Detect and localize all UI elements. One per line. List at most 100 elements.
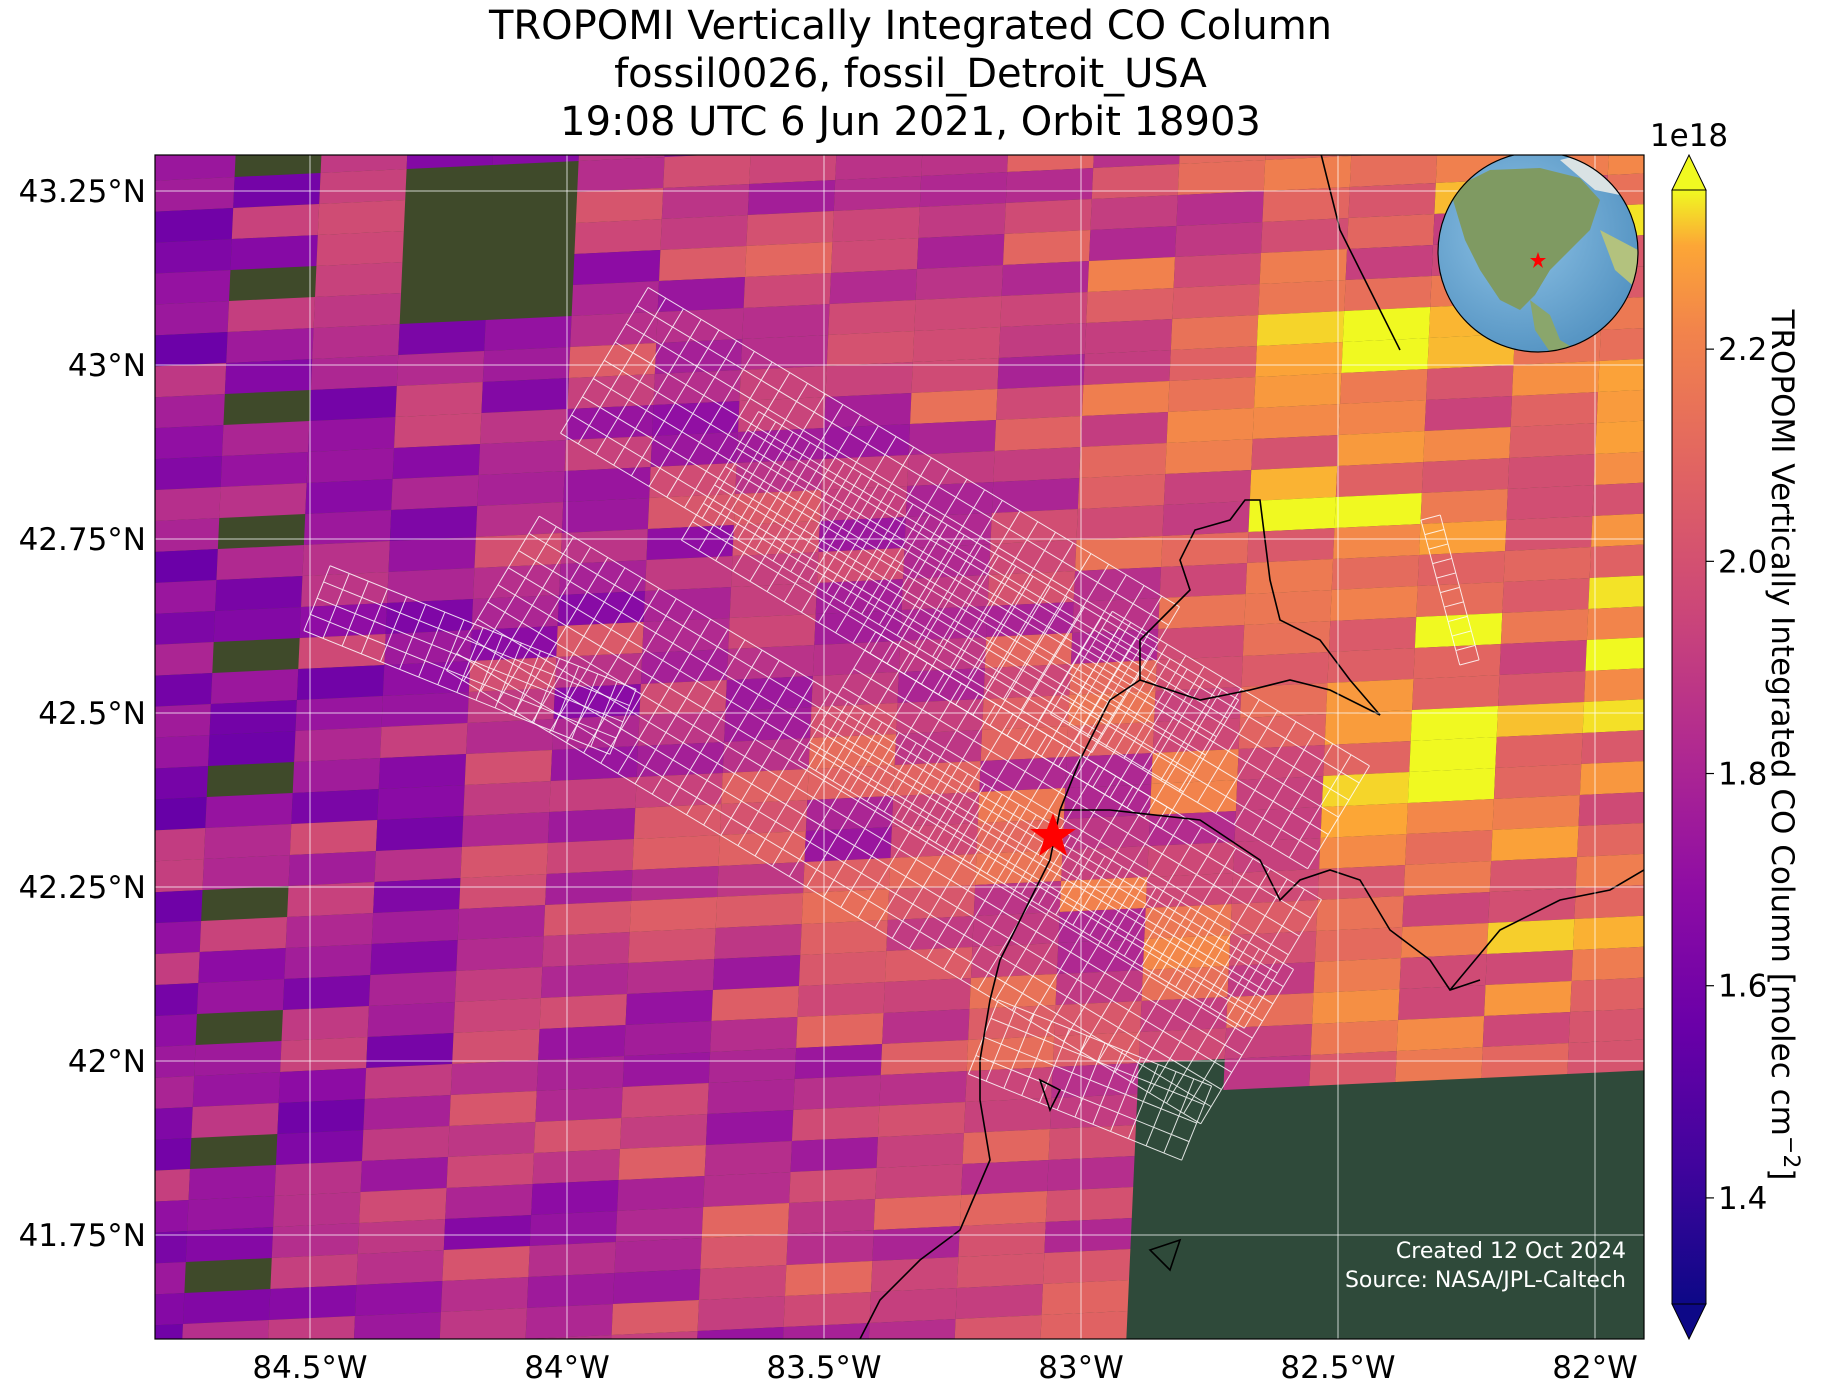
co-pixel bbox=[728, 614, 816, 649]
co-pixel bbox=[284, 944, 372, 979]
co-pixel bbox=[886, 916, 974, 951]
co-pixel bbox=[1414, 613, 1503, 648]
co-pixel bbox=[1567, 1039, 1644, 1074]
colorbar-tick-label: 1.4 bbox=[1718, 1181, 1767, 1217]
co-pixel bbox=[155, 983, 199, 1016]
co-pixel bbox=[1249, 466, 1338, 501]
co-pixel bbox=[320, 155, 408, 173]
co-pixel bbox=[560, 529, 648, 564]
co-pixel bbox=[378, 754, 467, 789]
co-pixel bbox=[1328, 617, 1417, 652]
co-pixel bbox=[363, 1095, 451, 1130]
co-pixel bbox=[1589, 544, 1644, 578]
co-pixel bbox=[1575, 853, 1644, 888]
co-pixel bbox=[1348, 183, 1436, 218]
co-pixel bbox=[1424, 396, 1513, 431]
co-pixel bbox=[450, 1060, 539, 1095]
co-pixel bbox=[912, 327, 1001, 362]
co-pixel bbox=[621, 1083, 709, 1118]
co-pixel bbox=[704, 1141, 792, 1176]
co-pixel bbox=[406, 155, 494, 169]
co-pixel bbox=[1005, 168, 1094, 203]
co-pixel bbox=[1407, 768, 1496, 803]
co-pixel bbox=[742, 304, 830, 339]
co-pixel bbox=[381, 692, 469, 727]
co-pixel bbox=[301, 572, 389, 607]
co-pixel bbox=[783, 1292, 871, 1327]
co-pixel bbox=[873, 1195, 962, 1230]
co-pixel bbox=[626, 959, 715, 994]
co-pixel bbox=[786, 1230, 874, 1265]
co-pixel bbox=[364, 1064, 453, 1099]
co-pixel bbox=[155, 239, 232, 274]
co-pixel bbox=[1313, 958, 1401, 993]
co-pixel bbox=[1047, 1156, 1135, 1191]
co-pixel bbox=[1224, 1024, 1313, 1059]
co-pixel bbox=[1138, 1028, 1227, 1063]
co-pixel bbox=[385, 599, 474, 634]
co-pixel bbox=[443, 1215, 532, 1250]
co-pixel bbox=[392, 444, 481, 479]
co-pixel bbox=[1082, 381, 1170, 416]
lat-tick-label: 42.75°N bbox=[19, 522, 146, 558]
co-pixel bbox=[1247, 528, 1335, 563]
co-pixel bbox=[783, 1323, 870, 1339]
co-pixel bbox=[876, 1133, 964, 1168]
co-pixel bbox=[611, 1331, 698, 1339]
co-pixel bbox=[1040, 1311, 1128, 1339]
co-pixel bbox=[571, 281, 660, 316]
co-pixel bbox=[991, 478, 1080, 513]
co-pixel bbox=[1086, 288, 1174, 323]
co-pixel bbox=[1009, 106, 1096, 141]
co-pixel bbox=[1258, 280, 1346, 315]
co-pixel bbox=[377, 785, 465, 820]
co-pixel bbox=[1226, 993, 1314, 1028]
co-pixel bbox=[887, 885, 976, 920]
co-pixel bbox=[310, 355, 399, 390]
co-pixel bbox=[398, 320, 486, 355]
co-pixel bbox=[299, 603, 388, 638]
co-pixel bbox=[1080, 412, 1169, 447]
co-pixel bbox=[1523, 113, 1610, 148]
co-pixel bbox=[357, 1219, 446, 1254]
co-pixel bbox=[1140, 997, 1228, 1032]
co-pixel bbox=[270, 1254, 358, 1289]
co-pixel bbox=[366, 1033, 454, 1068]
co-pixel bbox=[529, 1211, 618, 1246]
co-pixel bbox=[994, 416, 1083, 451]
co-pixel bbox=[1437, 117, 1524, 152]
co-pixel bbox=[182, 1289, 271, 1324]
co-pixel bbox=[1314, 927, 1403, 962]
co-pixel bbox=[632, 835, 720, 870]
co-pixel bbox=[567, 374, 655, 409]
co-pixel bbox=[1495, 733, 1583, 768]
co-pixel bbox=[654, 339, 743, 374]
co-pixel bbox=[463, 781, 551, 816]
co-pixel bbox=[550, 746, 639, 781]
co-pixel bbox=[1347, 214, 1435, 249]
co-pixel bbox=[1248, 497, 1336, 532]
co-pixel bbox=[729, 583, 818, 618]
co-pixel bbox=[437, 1370, 524, 1384]
co-pixel bbox=[1492, 795, 1580, 830]
co-pixel bbox=[574, 219, 662, 254]
co-pixel bbox=[1316, 896, 1404, 931]
co-pixel bbox=[697, 1296, 785, 1331]
co-pixel bbox=[1255, 342, 1343, 377]
co-pixel bbox=[1320, 803, 1408, 838]
lat-tick-label: 41.75°N bbox=[19, 1218, 146, 1254]
co-pixel bbox=[726, 645, 815, 680]
co-pixel bbox=[980, 726, 1069, 761]
co-pixel bbox=[1048, 1125, 1136, 1160]
co-pixel bbox=[789, 1168, 877, 1203]
co-pixel bbox=[536, 1056, 625, 1091]
co-pixel bbox=[1176, 191, 1264, 226]
co-pixel bbox=[213, 607, 302, 642]
co-pixel bbox=[155, 301, 230, 336]
co-pixel bbox=[640, 649, 729, 684]
co-pixel bbox=[717, 862, 805, 897]
co-pixel bbox=[1326, 679, 1414, 714]
co-pixel bbox=[528, 1242, 616, 1277]
co-pixel bbox=[1149, 780, 1238, 815]
co-pixel bbox=[155, 1324, 183, 1339]
